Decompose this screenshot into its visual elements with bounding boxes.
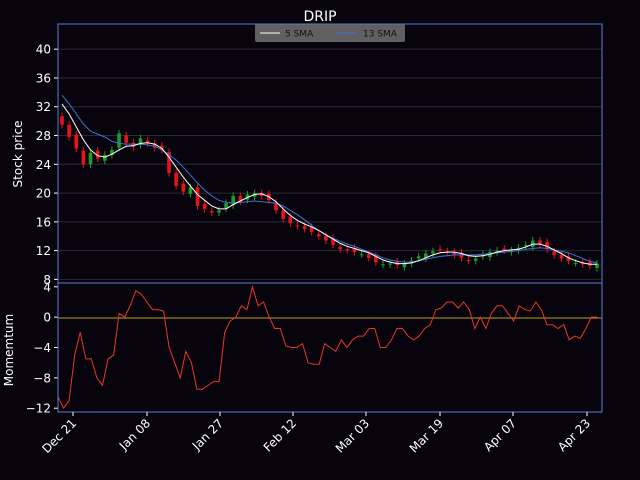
momentum-y-ticks: 4 0 −4 −8 −12 [26,280,58,416]
candle-body [595,263,599,268]
price-y-tick-label: 40 [36,43,51,57]
candle-body [145,140,150,144]
candle-body [224,203,228,209]
momentum-y-tick-label: −12 [26,402,51,416]
candle-body [81,150,86,165]
legend-box [255,24,405,42]
candle-body [352,247,357,253]
price-y-tick-label: 16 [36,215,51,229]
candle-body [324,236,328,241]
candle-body [402,263,407,268]
candle-body [309,226,314,232]
candle-body [217,210,221,213]
candle-body [210,211,214,213]
candle-body [566,256,571,261]
candle-body [424,253,428,259]
candle-body [538,240,542,245]
candle-body [552,251,556,255]
price-y-ticks: 8 12 16 20 24 28 32 36 40 [36,43,58,287]
candle-body [559,254,564,259]
candle-body [138,138,143,145]
candle-body [188,187,193,194]
candle-body [523,244,528,246]
candle-body [466,259,471,261]
candle-body [259,193,264,196]
candle-body [167,152,171,173]
candle-body [374,255,378,263]
candle-body [103,154,107,161]
candle-body [580,262,585,265]
candle-body [338,247,342,250]
price-panel: 8 12 16 20 24 28 32 36 40 Stock price 5 SMA 13 S… [11,23,603,287]
candle-body [495,250,499,253]
candle-body [388,263,392,265]
candle-body [281,210,285,219]
candle-body [452,252,457,255]
candle-body [60,116,64,125]
candle-body [381,264,385,266]
candle-body [152,143,157,148]
price-y-tick-label: 36 [36,71,51,85]
candle-body [160,145,164,150]
candle-body [288,216,293,224]
momentum-y-tick-label: 0 [43,311,51,325]
candle-body [302,226,307,230]
candle-body [473,258,478,261]
candle-body [231,195,235,206]
candle-body [202,203,207,209]
momentum-y-tick-label: −4 [33,341,51,355]
momentum-y-label: Momemtum [2,314,16,386]
price-gridlines [58,48,602,280]
candle-body [573,262,578,264]
price-y-tick-label: 28 [36,129,51,143]
candle-body [331,238,335,245]
candle-body [366,254,371,258]
candle-body [345,249,350,251]
price-y-tick-label: 8 [43,273,51,287]
legend-sma13-label: 13 SMA [363,30,398,40]
legend: 5 SMA 13 SMA [255,24,405,42]
candle-body [195,187,200,207]
candle-body [88,152,93,165]
momentum-y-tick-label: −8 [33,371,51,385]
momentum-panel: 4 0 −4 −8 −12 Momemtum [2,280,603,416]
price-y-tick-label: 12 [36,244,51,258]
candle-body [238,195,243,202]
candle-body [274,202,278,211]
momentum-y-tick-label: 4 [43,280,51,294]
candle-body [95,150,100,159]
price-y-tick-label: 32 [36,100,51,114]
candle-body [545,241,549,250]
sma5-line [61,103,597,265]
candle-body [359,254,364,256]
candle-body [124,135,128,143]
candle-body [416,256,421,259]
candle-body [431,251,435,254]
candle-body [181,183,186,192]
candle-body [502,248,507,250]
candle-body [317,234,321,237]
price-y-label: Stock price [11,121,25,188]
candle-body [67,124,71,137]
legend-sma5-label: 5 SMA [285,30,314,40]
chart-title: DRIP [303,9,336,25]
candle-body [438,249,442,251]
momentum-line [57,284,597,410]
candle-body [131,142,136,148]
candle-body [174,172,178,186]
candle-body [74,134,79,149]
candle-body [110,149,114,155]
momentum-axes-frame [57,282,603,413]
price-y-tick-label: 20 [36,187,51,201]
price-y-tick-label: 24 [36,158,51,172]
candle-body [117,133,121,148]
candle-body [295,225,300,227]
